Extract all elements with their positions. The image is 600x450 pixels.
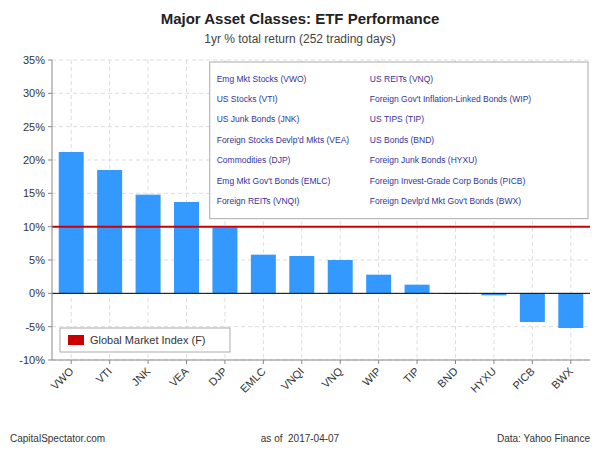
legend-label: Global Market Index (F) (90, 334, 206, 346)
tick-label: VEA (167, 364, 192, 389)
annotation: US REITs (VNQ) (370, 74, 433, 84)
annotation: US Stocks (VTI) (217, 94, 278, 104)
bar (558, 293, 583, 328)
legend-frame (60, 328, 230, 352)
bar (136, 195, 161, 294)
tick-label: 30% (23, 87, 45, 99)
bar (212, 227, 237, 293)
bar (520, 293, 545, 322)
tick-mark (48, 360, 52, 361)
tick-label: -5% (25, 321, 45, 333)
footer: Data: Yahoo Finance (497, 433, 590, 444)
tick-label: 35% (23, 54, 45, 66)
y-axis (52, 60, 53, 360)
tick-mark (48, 126, 52, 127)
tick-mark (493, 360, 494, 364)
footer: CapitalSpectator.com (10, 433, 105, 444)
bar (59, 152, 84, 293)
bar (289, 256, 314, 293)
tick-mark (340, 360, 341, 364)
tick-mark (48, 193, 52, 194)
grid-line (52, 226, 590, 227)
tick-label: 5% (29, 254, 45, 266)
chart: Major Asset Classes: ETF Performance 1yr … (0, 0, 600, 450)
annotation: Foreign Devlp'd Mkt Gov't Bonds (BWX) (370, 196, 521, 206)
tick-mark (48, 260, 52, 261)
tick-mark (224, 360, 225, 364)
tick-mark (186, 360, 187, 364)
tick-label: -10% (19, 354, 45, 366)
tick-label: 25% (23, 121, 45, 133)
tick-label: VNQ (319, 365, 345, 391)
bar (97, 170, 122, 293)
bar (328, 260, 353, 293)
annotation: US Junk Bonds (JNK) (217, 114, 300, 124)
tick-label: DJP (206, 365, 229, 388)
tick-mark (48, 160, 52, 161)
background (0, 0, 600, 450)
tick-mark (570, 360, 571, 364)
tick-mark (71, 360, 72, 364)
tick-mark (48, 93, 52, 94)
tick-label: BND (435, 365, 460, 390)
tick-mark (48, 293, 52, 294)
tick-mark (417, 360, 418, 364)
tick-mark (263, 360, 264, 364)
tick-label: WIP (360, 365, 383, 388)
tick-mark (301, 360, 302, 364)
grid-line (52, 326, 590, 327)
tick-label: PICB (510, 365, 537, 392)
bar (366, 275, 391, 294)
tick-mark (378, 360, 379, 364)
tick-mark (48, 226, 52, 227)
footer: as of 2017-04-07 (261, 433, 340, 444)
tick-label: JNK (129, 364, 153, 388)
grid-line (52, 360, 590, 361)
annotation: Emg Mkt Stocks (VWO) (217, 74, 307, 84)
grid (52, 60, 590, 360)
bar (174, 202, 199, 293)
reference-line (52, 226, 590, 228)
legend: Global Market Index (F) (60, 328, 230, 352)
tick-label: BWX (549, 364, 576, 391)
tick-label: VTI (93, 365, 114, 386)
bar (405, 285, 430, 294)
annotation: Commodities (DJP) (217, 155, 291, 165)
tick-label: VWO (49, 365, 76, 392)
tick-label: 15% (23, 187, 45, 199)
tick-mark (532, 360, 533, 364)
annotation: Foreign Stocks Devlp'd Mkts (VEA) (217, 135, 350, 145)
legend-swatch (68, 335, 84, 345)
annotation: US TIPS (TIP) (370, 114, 424, 124)
x-axis (52, 360, 590, 361)
annotation: Emg Mkt Gov't Bonds (EMLC) (217, 176, 331, 186)
tick-mark (455, 360, 456, 364)
tick-label: HYXU (468, 365, 498, 395)
tick-label: VNQI (279, 365, 307, 393)
tick-mark (48, 60, 52, 61)
tick-label: 0% (29, 287, 45, 299)
title: Major Asset Classes: ETF Performance (161, 10, 440, 27)
annotation-frame (210, 62, 588, 219)
annotation: Foreign REITs (VNQI) (217, 196, 300, 206)
zero-line (52, 293, 590, 294)
annotation-box: Emg Mkt Stocks (VWO) US Stocks (VTI) US Ju… (210, 62, 588, 219)
tick-label: TIP (401, 365, 422, 386)
annotation: US Bonds (BND) (370, 135, 434, 145)
annotation: Foreign Invest-Grade Corp Bonds (PICB) (370, 176, 526, 186)
tick-label: 10% (23, 221, 45, 233)
bar (251, 255, 276, 294)
bars (52, 152, 590, 328)
annotation: Foreign Gov't Inflation-Linked Bonds (WI… (370, 94, 531, 104)
tick-mark (148, 360, 149, 364)
tick-label: 20% (23, 154, 45, 166)
annotation: Foreign Junk Bonds (HYXU) (370, 155, 477, 165)
subtitle: 1yr % total return (252 trading days) (204, 32, 395, 46)
grid-line (52, 260, 590, 261)
tick-mark (109, 360, 110, 364)
grid-line (52, 60, 590, 61)
tick-label: EMLC (238, 365, 268, 395)
grid-line (52, 293, 590, 294)
tick-mark (48, 326, 52, 327)
